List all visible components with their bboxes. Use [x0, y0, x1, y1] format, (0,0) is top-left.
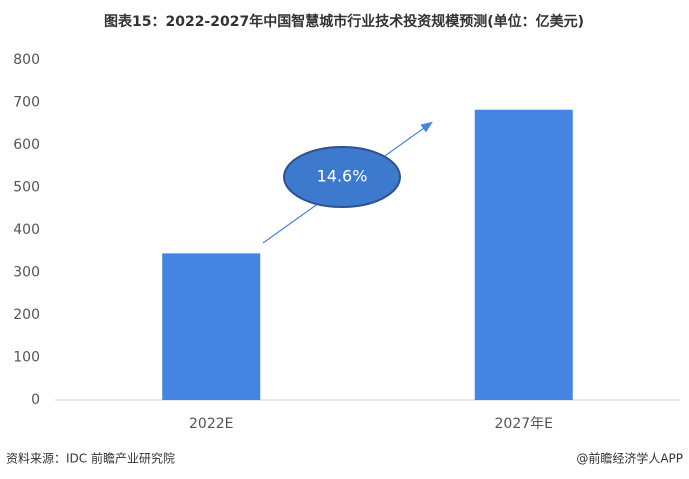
y-tick-label: 700	[13, 95, 40, 111]
y-tick-label: 400	[13, 222, 40, 238]
y-tick-label: 0	[31, 392, 40, 408]
y-tick-label: 100	[13, 350, 40, 366]
y-tick-label: 200	[13, 307, 40, 323]
annotation-bubble	[283, 146, 401, 208]
y-tick-label: 600	[13, 137, 40, 153]
x-tick-label: 2027年E	[495, 416, 553, 432]
annotation: 14.6%	[317, 167, 368, 186]
y-tick-label: 300	[13, 265, 40, 281]
x-tick-label: 2022E	[189, 416, 233, 432]
bar	[162, 253, 261, 400]
credit: @前瞻经济学人APP	[576, 451, 683, 466]
chart-title: 图表15：2022-2027年中国智慧城市行业技术投资规模预测(单位：亿美元)	[104, 13, 584, 30]
source: 资料来源：IDC 前瞻产业研究院	[6, 451, 175, 466]
bar	[474, 109, 573, 400]
y-tick-label: 500	[13, 180, 40, 196]
y-tick-label: 800	[13, 52, 40, 68]
